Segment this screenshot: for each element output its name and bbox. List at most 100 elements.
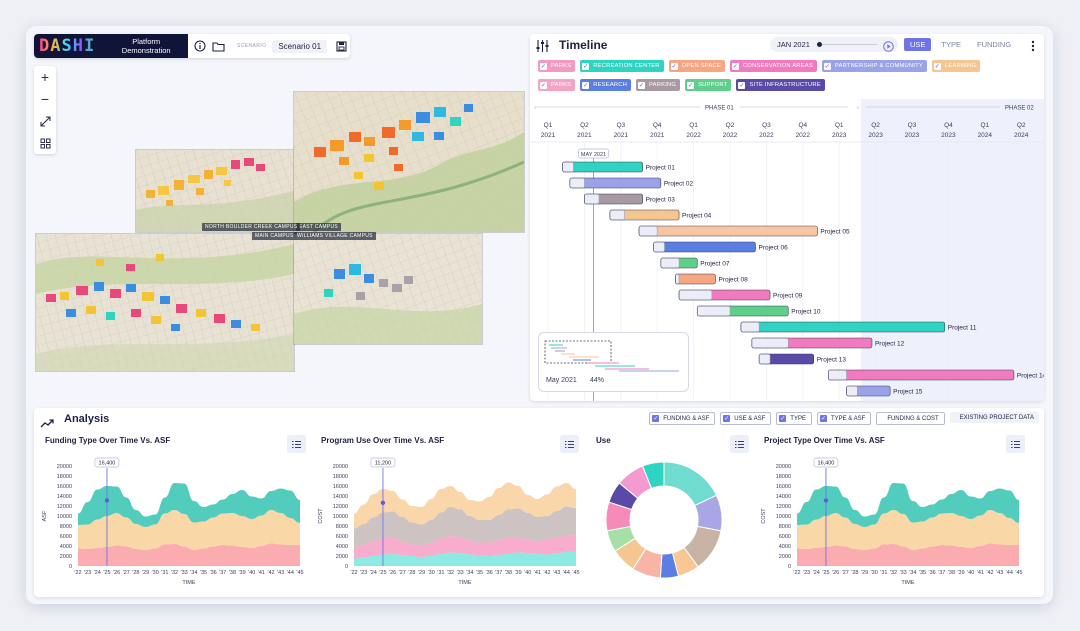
gantt-chart[interactable]: ‹ ‹ PHASE 01 PHASE 02 Q1 2021 Q2 2021 Q3 2021 Q4 20… xyxy=(530,99,1044,401)
gantt-bar-fill[interactable] xyxy=(675,274,716,284)
scenario-select[interactable]: Scenario 01 xyxy=(272,39,328,53)
checkbox-icon[interactable]: ✓ xyxy=(779,415,787,422)
gantt-bar-planning[interactable] xyxy=(827,369,847,381)
gantt-bar-planning[interactable] xyxy=(584,193,600,205)
gantt-bar-fill[interactable] xyxy=(740,322,945,332)
hover-marker-dot[interactable] xyxy=(380,500,386,506)
area-series[interactable] xyxy=(354,482,576,529)
mode-type-button[interactable]: TYPE xyxy=(941,40,962,49)
map-tile-williams-village[interactable] xyxy=(293,233,483,345)
area-series[interactable] xyxy=(354,506,576,548)
use-filter-chip[interactable]: ✓ RECREATION CENTER xyxy=(580,60,664,72)
timeline-minimap[interactable]: May 2021 44% xyxy=(538,332,689,392)
gantt-bar[interactable]: Project 10 xyxy=(696,305,821,317)
gantt-bar[interactable]: Project 06 xyxy=(653,241,789,253)
use-filter-chip[interactable]: ✓ PARKING xyxy=(636,79,681,91)
play-icon[interactable] xyxy=(883,39,894,57)
checkbox-icon[interactable]: ✓ xyxy=(582,62,590,70)
gantt-bar[interactable]: Project 08 xyxy=(675,273,748,285)
gantt-bar-planning[interactable] xyxy=(846,385,858,397)
gantt-bar[interactable]: Project 15 xyxy=(846,385,923,397)
area-series[interactable] xyxy=(78,543,300,567)
gantt-bar[interactable]: Project 02 xyxy=(569,177,694,189)
funding-type-area-chart[interactable]: 0 2000 4000 6000 8000 10000 12000 14000 16000 180… xyxy=(38,456,308,586)
mode-use-button[interactable]: USE xyxy=(904,38,932,51)
checkbox-icon[interactable]: ✓ xyxy=(933,62,941,70)
area-series[interactable] xyxy=(354,551,576,567)
use-filter-chip[interactable]: ✓ PARKS xyxy=(538,60,576,72)
gantt-bar-planning[interactable] xyxy=(678,289,713,301)
checkbox-icon[interactable]: ✓ xyxy=(823,62,831,70)
gantt-bar-fill[interactable] xyxy=(562,162,643,172)
analysis-filter-chip[interactable]: ✓ TYPE & ASF xyxy=(816,412,872,425)
gantt-bar-planning[interactable] xyxy=(675,273,680,285)
gantt-bar[interactable]: Project 03 xyxy=(584,193,675,205)
hover-marker-dot[interactable] xyxy=(823,498,829,503)
gantt-bar-planning[interactable] xyxy=(569,177,585,189)
hover-marker-dot[interactable] xyxy=(104,498,110,503)
gantt-bar-planning[interactable] xyxy=(740,321,760,333)
checkbox-icon[interactable]: ✓ xyxy=(731,62,739,70)
gantt-bar-planning[interactable] xyxy=(638,225,658,237)
gantt-bar[interactable]: Project 12 xyxy=(751,337,905,349)
area-series[interactable] xyxy=(78,510,300,550)
area-series[interactable] xyxy=(797,483,1019,527)
use-donut-chart[interactable] xyxy=(598,454,738,594)
chart-menu-button[interactable] xyxy=(287,435,306,453)
mode-funding-button[interactable]: FUNDING xyxy=(977,40,1012,49)
gantt-bar-fill[interactable] xyxy=(828,370,1014,380)
analysis-filter-chip[interactable]: ✓ TYPE xyxy=(776,412,812,425)
map-tile-east-campus[interactable]: EAST CAMPUS xyxy=(293,91,525,233)
dashi-logo[interactable]: DASHI xyxy=(39,36,96,56)
gantt-bar[interactable]: Project 14 xyxy=(827,369,1044,381)
donut-slice[interactable] xyxy=(641,461,665,490)
map-tile-north-boulder-creek[interactable] xyxy=(135,149,297,233)
gantt-bar[interactable]: Project 11 xyxy=(740,321,977,333)
gantt-bar[interactable]: Project 04 xyxy=(609,209,712,221)
gantt-bar[interactable]: Project 01 xyxy=(562,161,676,173)
zoom-out-icon[interactable]: − xyxy=(40,91,50,107)
gantt-bar-planning[interactable] xyxy=(660,257,680,269)
info-icon[interactable] xyxy=(193,40,206,53)
use-filter-chip[interactable]: ✓ OPEN SPACE xyxy=(668,60,725,72)
area-series[interactable] xyxy=(797,543,1019,567)
project-type-area-chart[interactable]: 0 2000 4000 6000 8000 10000 12000 14000 16000 180… xyxy=(757,456,1027,586)
gantt-bar-planning[interactable] xyxy=(758,353,771,365)
date-scrubber[interactable]: JAN 2021 xyxy=(770,37,898,52)
gantt-bar-fill[interactable] xyxy=(653,242,756,252)
program-use-area-chart[interactable]: 0 2000 4000 6000 8000 10000 12000 14000 16000 180… xyxy=(314,456,584,586)
gantt-bar-planning[interactable] xyxy=(696,305,731,317)
gantt-bar-fill[interactable] xyxy=(759,354,814,364)
gantt-bar[interactable]: Project 09 xyxy=(678,289,803,301)
gantt-bar[interactable]: Project 13 xyxy=(758,353,846,365)
map-tile-main-campus[interactable] xyxy=(35,233,295,372)
gantt-bar-planning[interactable] xyxy=(609,209,625,221)
checkbox-icon[interactable]: ✓ xyxy=(687,81,695,89)
checkbox-icon[interactable]: ✓ xyxy=(540,81,547,89)
chart-menu-button[interactable] xyxy=(730,435,749,453)
gantt-bar-planning[interactable] xyxy=(653,241,665,253)
checkbox-icon[interactable]: ✓ xyxy=(738,81,746,89)
gantt-bar[interactable]: Project 05 xyxy=(638,225,850,237)
use-filter-chip[interactable]: ✓ PARTNERSHIP & COMMUNITY xyxy=(821,60,927,72)
checkbox-icon[interactable]: ✓ xyxy=(819,415,827,422)
use-filter-chip[interactable]: ✓ PARKS xyxy=(538,79,576,91)
analysis-filter-chip[interactable]: ✓ FUNDING & ASF xyxy=(649,412,716,425)
zoom-in-icon[interactable]: + xyxy=(40,69,50,85)
area-series[interactable] xyxy=(797,510,1019,550)
gantt-bar-fill[interactable] xyxy=(569,178,661,188)
grid-view-icon[interactable] xyxy=(34,132,56,154)
checkbox-icon[interactable]: ✓ xyxy=(652,415,660,422)
gantt-bar-fill[interactable] xyxy=(639,226,818,236)
use-filter-chip[interactable]: ✓ LEARNING xyxy=(931,60,981,72)
use-filter-chip[interactable]: ✓ RESEARCH xyxy=(580,79,632,91)
scrubber-track[interactable] xyxy=(822,44,877,45)
gantt-bar-planning[interactable] xyxy=(751,337,789,349)
folder-icon[interactable] xyxy=(212,40,225,53)
checkbox-icon[interactable]: ✓ xyxy=(638,81,646,89)
save-icon[interactable] xyxy=(335,40,348,53)
chart-menu-button[interactable] xyxy=(1006,435,1025,453)
analysis-filter-chip[interactable]: ✓ USE & ASF xyxy=(720,412,772,425)
checkbox-icon[interactable]: ✓ xyxy=(540,62,547,70)
area-series[interactable] xyxy=(78,483,300,527)
